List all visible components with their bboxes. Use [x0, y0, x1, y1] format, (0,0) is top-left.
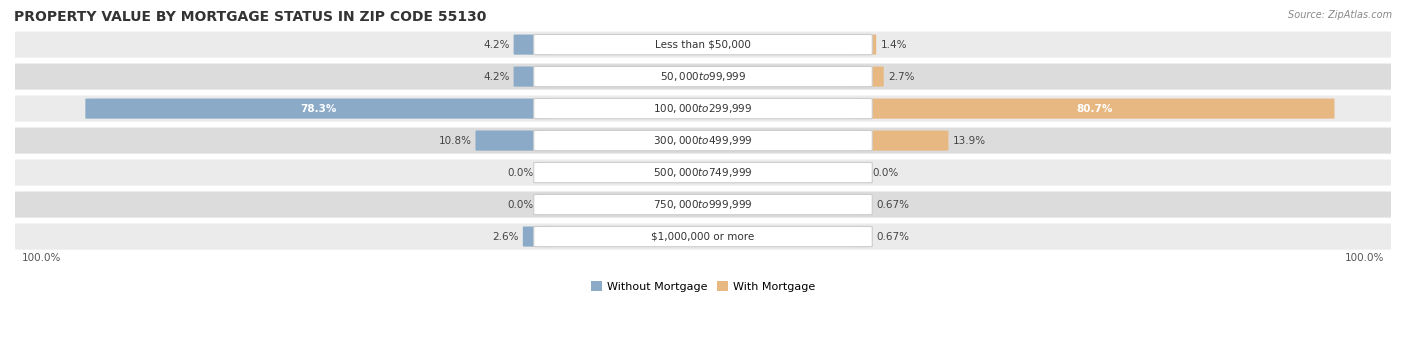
Text: 80.7%: 80.7%: [1076, 104, 1112, 114]
Text: Source: ZipAtlas.com: Source: ZipAtlas.com: [1288, 10, 1392, 20]
Text: Less than $50,000: Less than $50,000: [655, 39, 751, 50]
FancyBboxPatch shape: [534, 98, 872, 119]
FancyBboxPatch shape: [534, 226, 872, 247]
Text: 100.0%: 100.0%: [1344, 253, 1384, 262]
FancyBboxPatch shape: [534, 131, 872, 151]
Text: 4.2%: 4.2%: [484, 72, 509, 82]
FancyBboxPatch shape: [8, 95, 1398, 122]
FancyBboxPatch shape: [855, 99, 1334, 119]
FancyBboxPatch shape: [513, 35, 551, 55]
Text: 0.67%: 0.67%: [876, 200, 910, 209]
Text: $50,000 to $99,999: $50,000 to $99,999: [659, 70, 747, 83]
Text: 2.6%: 2.6%: [492, 232, 519, 241]
FancyBboxPatch shape: [8, 127, 1398, 154]
FancyBboxPatch shape: [513, 67, 551, 87]
Text: 10.8%: 10.8%: [439, 136, 471, 146]
FancyBboxPatch shape: [534, 66, 872, 87]
Text: $100,000 to $299,999: $100,000 to $299,999: [654, 102, 752, 115]
Text: 2.7%: 2.7%: [887, 72, 914, 82]
FancyBboxPatch shape: [523, 226, 551, 246]
Text: 13.9%: 13.9%: [953, 136, 986, 146]
Text: $500,000 to $749,999: $500,000 to $749,999: [654, 166, 752, 179]
FancyBboxPatch shape: [855, 194, 872, 215]
Text: 0.0%: 0.0%: [508, 168, 534, 177]
Text: 0.0%: 0.0%: [872, 168, 898, 177]
Text: 4.2%: 4.2%: [484, 39, 509, 50]
FancyBboxPatch shape: [86, 99, 551, 119]
FancyBboxPatch shape: [855, 67, 884, 87]
FancyBboxPatch shape: [8, 223, 1398, 250]
Text: 0.67%: 0.67%: [876, 232, 910, 241]
Text: $1,000,000 or more: $1,000,000 or more: [651, 232, 755, 241]
FancyBboxPatch shape: [8, 63, 1398, 90]
FancyBboxPatch shape: [8, 159, 1398, 186]
Text: 0.0%: 0.0%: [508, 200, 534, 209]
Legend: Without Mortgage, With Mortgage: Without Mortgage, With Mortgage: [586, 277, 820, 296]
FancyBboxPatch shape: [534, 163, 872, 183]
FancyBboxPatch shape: [8, 191, 1398, 218]
FancyBboxPatch shape: [855, 226, 872, 246]
FancyBboxPatch shape: [534, 34, 872, 55]
FancyBboxPatch shape: [534, 194, 872, 215]
Text: PROPERTY VALUE BY MORTGAGE STATUS IN ZIP CODE 55130: PROPERTY VALUE BY MORTGAGE STATUS IN ZIP…: [14, 10, 486, 24]
Text: $300,000 to $499,999: $300,000 to $499,999: [654, 134, 752, 147]
Text: 78.3%: 78.3%: [301, 104, 336, 114]
Text: $750,000 to $999,999: $750,000 to $999,999: [654, 198, 752, 211]
FancyBboxPatch shape: [475, 131, 551, 151]
FancyBboxPatch shape: [855, 131, 949, 151]
Text: 1.4%: 1.4%: [880, 39, 907, 50]
FancyBboxPatch shape: [855, 35, 876, 55]
FancyBboxPatch shape: [8, 31, 1398, 58]
Text: 100.0%: 100.0%: [22, 253, 62, 262]
